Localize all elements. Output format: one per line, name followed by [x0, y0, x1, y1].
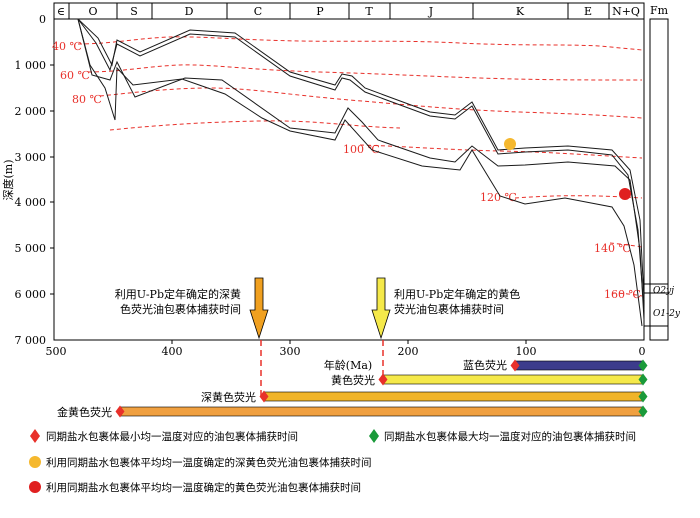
legend-text: 同期盐水包裹体最小均一温度对应的油包裹体捕获时间	[46, 430, 298, 443]
isotherm-160	[611, 292, 643, 297]
x-tick-label: 400	[162, 345, 183, 358]
down-arrow-icon	[371, 277, 391, 340]
period-header: ∈ O S D C P T J K E N+Q	[53, 2, 645, 20]
fluorescence-bars: 蓝色荧光 黄色荧光 深黄色荧光 金黄色荧光	[57, 358, 648, 419]
period-label: N+Q	[612, 5, 640, 18]
green-diamond-icon	[369, 429, 379, 443]
isotherm-label: 100 ℃	[343, 143, 380, 156]
isotherm-label: 40 ℃	[52, 40, 82, 53]
y-tick-label: 0	[39, 13, 46, 26]
red-circle-icon	[29, 481, 41, 493]
period-label: D	[185, 5, 194, 18]
formation-label: O2yj	[653, 286, 674, 296]
y-tick-label: 3 000	[15, 151, 47, 164]
isotherm-60	[87, 64, 643, 81]
legend-text: 利用同期盐水包裹体平均均一温度确定的黄色荧光油包裹体捕获时间	[46, 481, 361, 494]
period-label: T	[365, 5, 373, 18]
formation-column: Fm O2yj O1-2y	[644, 4, 681, 341]
period-label: K	[516, 5, 525, 18]
y-tick-label: 2 000	[15, 105, 47, 118]
x-tick-label: 100	[516, 345, 537, 358]
legend-text: 利用同期盐水包裹体平均均一温度确定的深黄色荧光油包裹体捕获时间	[46, 456, 372, 469]
isotherm-100	[359, 144, 643, 159]
callout-text: 利用U-Pb定年确定的深黄	[115, 287, 241, 301]
yellow-dot	[619, 188, 631, 200]
y-tick-label: 5 000	[15, 242, 47, 255]
bar-label: 黄色荧光	[331, 373, 375, 387]
min-temp-marker	[378, 373, 388, 386]
formation-title: Fm	[650, 4, 669, 17]
bar-yellow	[382, 374, 644, 385]
legend: 同期盐水包裹体最小均一温度对应的油包裹体捕获时间 同期盐水包裹体最大均一温度对应…	[29, 429, 636, 494]
max-temp-marker	[638, 373, 648, 386]
burial-curve	[77, 18, 643, 327]
y-tick-label: 4 000	[15, 196, 47, 209]
callout-text: 色荧光油包裹体捕获时间	[120, 302, 241, 316]
red-diamond-icon	[30, 429, 40, 443]
x-axis: 500 400 300 200 100 0 年龄(Ma)	[46, 340, 646, 372]
isotherm-40	[77, 36, 643, 51]
callout-yellow: 利用U-Pb定年确定的黄色 荧光油包裹体捕获时间	[371, 277, 520, 340]
isotherm-label: 120 ℃	[480, 191, 517, 204]
y-axis: 0 1 000 2 000 3 000 4 000 5 000 6 000 7 …	[1, 13, 54, 347]
burial-curve	[77, 18, 645, 311]
plot-frame	[53, 18, 645, 341]
x-axis-title: 年龄(Ma)	[324, 358, 372, 372]
x-tick-label: 200	[398, 345, 419, 358]
period-label: J	[428, 5, 433, 18]
isotherm-label: 160 ℃	[604, 288, 641, 301]
min-temp-marker	[510, 359, 520, 372]
max-temp-marker	[638, 359, 648, 372]
max-temp-marker	[638, 405, 648, 418]
bar-blue	[514, 360, 644, 371]
y-tick-label: 7 000	[15, 334, 47, 347]
period-label: ∈	[57, 5, 65, 18]
isotherm-80	[99, 87, 643, 119]
callout-deep-yellow: 利用U-Pb定年确定的深黄 色荧光油包裹体捕获时间	[115, 277, 269, 340]
orange-circle-icon	[29, 456, 41, 468]
y-tick-label: 1 000	[15, 59, 47, 72]
bar-label: 深黄色荧光	[201, 390, 256, 404]
x-tick-label: 500	[46, 345, 67, 358]
bar-deep-yellow	[263, 391, 644, 402]
y-tick-label: 6 000	[15, 288, 47, 301]
bar-golden-yellow	[119, 406, 644, 417]
down-arrow-icon	[249, 277, 269, 340]
deep-yellow-dot	[504, 138, 516, 150]
isotherms	[77, 36, 643, 297]
burial-curves	[77, 18, 645, 327]
period-label: P	[316, 5, 324, 18]
min-temp-marker	[259, 390, 269, 403]
y-axis-title: 深度(m)	[1, 159, 15, 200]
bar-label: 蓝色荧光	[463, 358, 507, 372]
isotherm-label: 80 ℃	[72, 93, 102, 106]
burial-curve	[77, 18, 645, 301]
isotherm-label: 140 ℃	[594, 242, 631, 255]
isotherm-label: 60 ℃	[60, 69, 90, 82]
callout-text: 荧光油包裹体捕获时间	[394, 302, 504, 316]
callout-text: 利用U-Pb定年确定的黄色	[394, 287, 520, 301]
x-tick-label: 0	[639, 345, 646, 358]
period-label: S	[130, 5, 138, 18]
isotherm-extra	[109, 120, 401, 131]
min-temp-marker	[115, 405, 125, 418]
formation-label: O1-2y	[653, 309, 681, 319]
max-temp-marker	[638, 390, 648, 403]
legend-text: 同期盐水包裹体最大均一温度对应的油包裹体捕获时间	[384, 430, 636, 443]
burial-curve	[77, 18, 645, 321]
period-label: C	[254, 5, 262, 18]
period-label: E	[584, 5, 592, 18]
period-label: O	[88, 5, 97, 18]
x-tick-label: 300	[280, 345, 301, 358]
bar-label: 金黄色荧光	[57, 405, 112, 419]
